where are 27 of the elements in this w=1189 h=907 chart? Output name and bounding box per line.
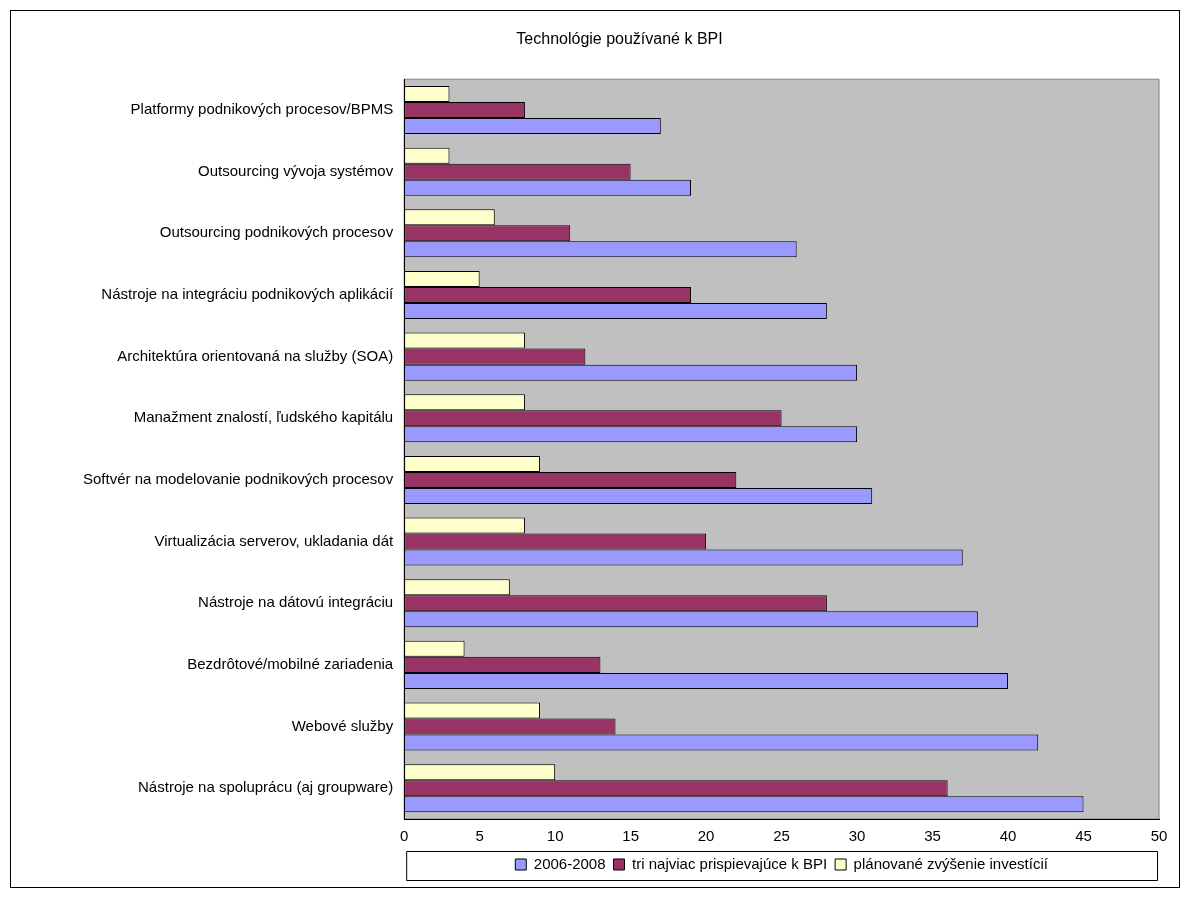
x-tick-label: 40 (999, 827, 1017, 845)
y-tick-label: Virtualizácia serverov, ukladania dát (154, 531, 394, 549)
x-tick-label: 45 (1075, 827, 1092, 845)
y-tick-label: Nástroje na spoluprácu (aj groupware) (138, 778, 394, 796)
legend-label: tri najviac prispievajúce k BPI (632, 854, 828, 872)
y-tick-label: Platformy podnikových procesov/BPMS (130, 100, 394, 118)
x-tick-label: 50 (1150, 827, 1168, 845)
y-tick-label: Outsourcing podnikových procesov (159, 223, 394, 241)
legend-label: 2006-2008 (533, 854, 606, 872)
x-tick-label: 0 (400, 827, 409, 845)
x-tick-label: 5 (475, 827, 484, 845)
y-tick-label: Nástroje na dátovú integráciu (198, 593, 394, 611)
y-tick-label: Outsourcing vývoja systémov (198, 161, 394, 179)
x-tick-label: 10 (546, 827, 564, 845)
x-tick-label: 20 (697, 827, 715, 845)
y-tick-label: Architektúra orientovaná na služby (SOA) (117, 346, 394, 364)
y-tick-label: Nástroje na integráciu podnikových aplikácií (101, 285, 395, 303)
legend-label: plánované zvýšenie investícií (853, 854, 1049, 872)
y-tick-label: Softvér na modelovanie podnikových procesov (82, 470, 394, 488)
chart-title: Technológie používané k BPI (516, 30, 723, 48)
y-tick-label: Bezdrôtové/mobilné zariadenia (187, 655, 394, 673)
x-tick-label: 25 (773, 827, 790, 845)
y-tick-label: Webové služby (291, 716, 394, 734)
x-tick-label: 15 (622, 827, 639, 845)
x-tick-label: 30 (848, 827, 866, 845)
y-tick-label: Manažment znalostí, ľudského kapitálu (133, 408, 394, 426)
x-tick-label: 35 (924, 827, 941, 845)
